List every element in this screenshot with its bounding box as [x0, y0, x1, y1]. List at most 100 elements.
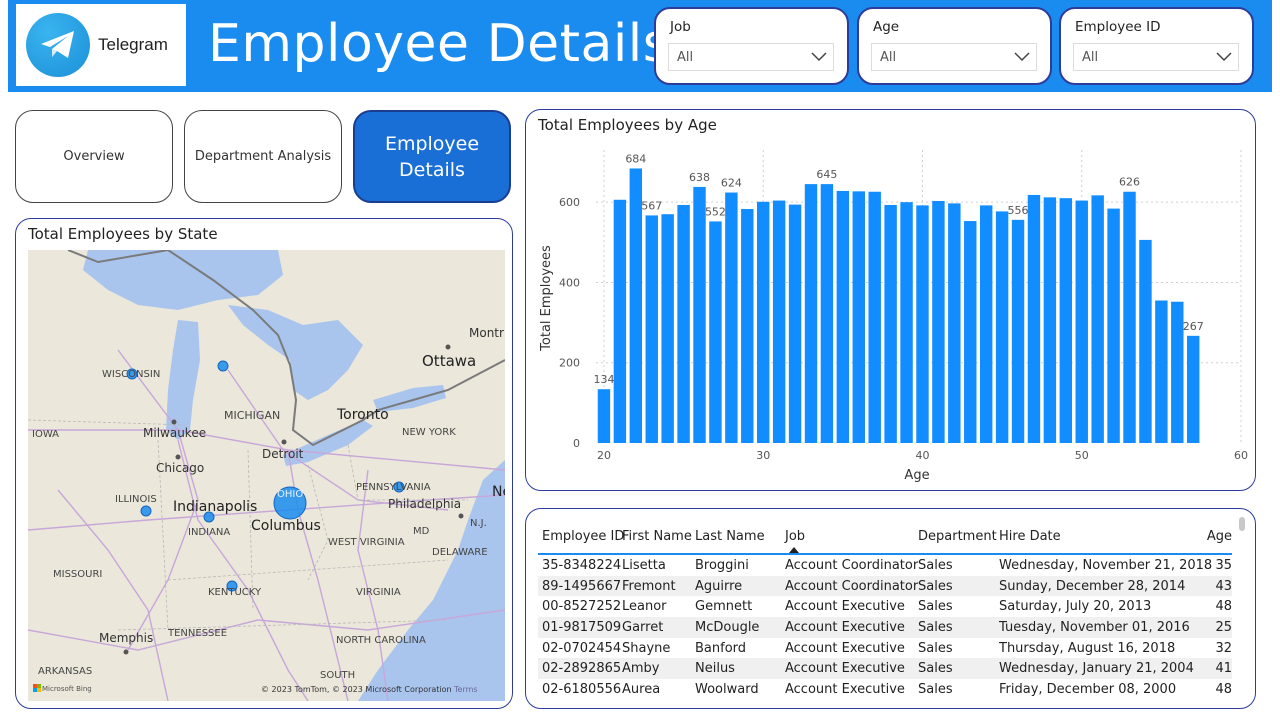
bar-age-57[interactable]: [1187, 335, 1200, 443]
chevron-down-icon: [811, 52, 827, 62]
column-header-last-name[interactable]: Last Name: [695, 528, 765, 544]
international-border: [67, 250, 505, 447]
bar-age-34[interactable]: [820, 184, 834, 443]
table-cell: 48: [1215, 599, 1232, 615]
table-cell: Woolward: [695, 681, 759, 697]
table-cell: Fremont: [622, 578, 676, 594]
data-label: 556: [1008, 204, 1029, 217]
data-label: 638: [689, 171, 710, 184]
table-cell: Garret: [622, 619, 664, 635]
bar-age-37[interactable]: [868, 191, 881, 443]
department-analysis-button-label: Department Analysis: [194, 149, 332, 164]
table-row[interactable]: 02-6180556 Aurea Woolward Account Executive…: [538, 679, 1232, 700]
bar-age-41[interactable]: [932, 200, 945, 443]
label-west-virginia: WEST VIRGINIA: [328, 537, 405, 548]
bar-age-32[interactable]: [788, 204, 802, 443]
wisconsin-bubble[interactable]: [126, 368, 138, 380]
bar-age-42[interactable]: [948, 203, 961, 443]
state-map-panel: Total Employees by State: [15, 218, 513, 709]
bar-age-50[interactable]: [1075, 200, 1088, 443]
employee-details-button-line2: Details: [399, 158, 465, 181]
bar-age-25[interactable]: [677, 204, 690, 443]
column-header-first-name[interactable]: First Name: [622, 528, 692, 544]
table-cell: Tuesday, November 01, 2016: [999, 619, 1190, 635]
age-filter-dropdown[interactable]: All: [871, 43, 1037, 71]
bar-age-20[interactable]: [597, 389, 611, 443]
bar-age-49[interactable]: [1059, 198, 1073, 443]
indiana-bubble[interactable]: [203, 511, 215, 523]
table-row[interactable]: 01-9817509 Garret McDougle Account Executiv…: [538, 617, 1232, 638]
column-header-age[interactable]: Age: [1206, 528, 1232, 544]
lake-erie: [283, 420, 373, 466]
overview-button[interactable]: Overview: [15, 110, 173, 203]
kentucky-bubble[interactable]: [226, 580, 238, 592]
bar-age-39[interactable]: [900, 202, 913, 443]
label-philadelphia: Philadelphia: [388, 497, 461, 511]
bar-age-52[interactable]: [1107, 208, 1120, 443]
bar-age-48[interactable]: [1043, 197, 1057, 443]
label-virginia: VIRGINIA: [356, 587, 401, 598]
bar-age-28[interactable]: [725, 192, 738, 443]
table-cell: Account Executive: [785, 681, 905, 697]
employee-details-button[interactable]: Employee Details: [353, 110, 511, 203]
table-cell: Leanor: [622, 599, 667, 615]
bar-age-40[interactable]: [916, 205, 929, 443]
chevron-down-icon: [1216, 52, 1232, 62]
bar-age-47[interactable]: [1027, 194, 1041, 443]
data-label: 624: [721, 177, 742, 190]
bar-age-26[interactable]: [693, 186, 706, 443]
label-indianapolis: Indianapolis: [173, 499, 257, 515]
bar-age-30[interactable]: [757, 201, 770, 443]
bar-age-22[interactable]: [629, 168, 643, 443]
table-row[interactable]: 02-2892865 Amby Neilus Account Executive Sal…: [538, 658, 1232, 680]
bar-age-43[interactable]: [964, 221, 977, 443]
department-analysis-button[interactable]: Department Analysis: [184, 110, 342, 203]
bar-age-24[interactable]: [661, 214, 674, 443]
column-header-employee-id[interactable]: Employee ID: [542, 528, 625, 544]
bar-age-44[interactable]: [979, 205, 993, 443]
illinois-bubble[interactable]: [140, 505, 152, 517]
y-tick-label: 0: [573, 437, 580, 450]
map-terms-link: Terms: [453, 685, 478, 694]
table-cell: Sales: [918, 619, 953, 635]
table-row[interactable]: 35-8348224 Lisetta Broggini Account Coordin…: [538, 555, 1232, 576]
label-new-york: NEW YORK: [402, 427, 456, 438]
table-cell: 41: [1215, 661, 1232, 677]
y-tick-label: 200: [559, 357, 580, 370]
bar-age-31[interactable]: [772, 200, 786, 443]
table-cell: Saturday, July 20, 2013: [999, 599, 1152, 615]
column-header-hire-date[interactable]: Hire Date: [999, 528, 1061, 544]
table-cell: Sunday, December 28, 2014: [999, 578, 1186, 594]
employee-id-filter-dropdown[interactable]: All: [1073, 43, 1239, 71]
table-row[interactable]: 02-0702454 Shayne Banford Account Executive…: [538, 638, 1232, 659]
bar-age-56[interactable]: [1171, 301, 1184, 443]
bar-age-29[interactable]: [741, 209, 754, 443]
column-header-department[interactable]: Department: [918, 528, 997, 544]
label-tennessee: TENNESSEE: [167, 628, 227, 639]
bar-age-21[interactable]: [613, 199, 627, 443]
table-cell: 48: [1215, 681, 1232, 697]
bar-age-27[interactable]: [709, 221, 722, 443]
bar-age-51[interactable]: [1091, 195, 1104, 443]
lake-huron: [228, 305, 363, 400]
table-row[interactable]: 89-1495667 Fremont Aguirre Account Coordina…: [538, 575, 1232, 597]
job-filter-dropdown[interactable]: All: [668, 43, 834, 71]
bar-age-36[interactable]: [852, 191, 865, 443]
column-header-job[interactable]: Job: [785, 528, 806, 544]
table-scrollbar[interactable]: [1239, 517, 1245, 531]
michigan-bubble[interactable]: [217, 360, 229, 372]
employee-table-panel: Employee ID First Name Last Name Job Dep…: [525, 508, 1256, 709]
bar-age-33[interactable]: [804, 184, 818, 443]
state-map[interactable]: WISCONSIN MICHIGAN IOWA Milwaukee Chicag…: [28, 250, 505, 701]
bar-age-23[interactable]: [645, 215, 658, 443]
bar-age-35[interactable]: [836, 190, 850, 443]
bar-age-54[interactable]: [1139, 239, 1152, 443]
bar-age-53[interactable]: [1123, 191, 1136, 443]
bar-age-45[interactable]: [995, 211, 1009, 443]
bar-age-38[interactable]: [884, 204, 897, 443]
table-row[interactable]: 00-8527252 Leanor Gemnett Account Executive…: [538, 596, 1232, 617]
pennsylvania-bubble[interactable]: [393, 481, 405, 493]
bar-age-55[interactable]: [1155, 300, 1168, 443]
bar-age-46[interactable]: [1011, 219, 1025, 443]
ohio-bubble[interactable]: [273, 486, 307, 520]
